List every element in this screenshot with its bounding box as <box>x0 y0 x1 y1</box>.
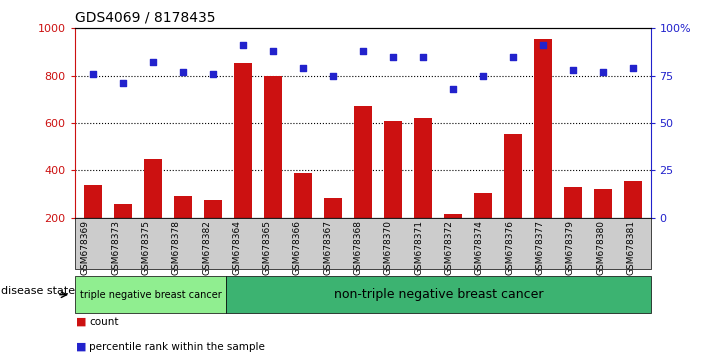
Bar <box>294 173 311 218</box>
Text: count: count <box>89 317 118 327</box>
Text: GSM678379: GSM678379 <box>566 220 574 275</box>
Bar <box>114 204 132 218</box>
Text: GSM678376: GSM678376 <box>505 220 514 275</box>
Text: GSM678366: GSM678366 <box>293 220 302 275</box>
Bar <box>564 187 582 218</box>
Bar <box>264 76 282 218</box>
Bar <box>203 200 222 218</box>
Text: GSM678378: GSM678378 <box>172 220 181 275</box>
Bar <box>624 181 641 218</box>
Point <box>177 69 188 75</box>
Text: GSM678367: GSM678367 <box>324 220 332 275</box>
Point <box>147 59 159 65</box>
Point <box>237 42 248 48</box>
Text: GSM678372: GSM678372 <box>444 220 454 275</box>
Text: GSM678369: GSM678369 <box>81 220 90 275</box>
Point <box>447 86 459 92</box>
Text: GSM678374: GSM678374 <box>475 220 484 275</box>
Text: GSM678380: GSM678380 <box>596 220 605 275</box>
Point <box>117 80 128 86</box>
Bar <box>414 118 432 218</box>
Bar <box>353 107 372 218</box>
Text: GSM678373: GSM678373 <box>111 220 120 275</box>
Point <box>627 65 638 71</box>
Bar <box>444 214 461 218</box>
Bar <box>144 159 161 218</box>
Text: GSM678368: GSM678368 <box>353 220 363 275</box>
Point <box>537 42 548 48</box>
Text: GSM678364: GSM678364 <box>232 220 241 275</box>
Bar <box>84 184 102 218</box>
Text: ■: ■ <box>76 342 87 352</box>
Point <box>327 73 338 79</box>
Text: GSM678382: GSM678382 <box>202 220 211 275</box>
Text: non-triple negative breast cancer: non-triple negative breast cancer <box>333 288 543 301</box>
Bar <box>594 189 611 218</box>
Point <box>507 54 518 59</box>
Bar <box>173 196 192 218</box>
Point <box>477 73 488 79</box>
Bar <box>474 193 491 218</box>
Text: GDS4069 / 8178435: GDS4069 / 8178435 <box>75 11 215 25</box>
Text: GSM678371: GSM678371 <box>415 220 423 275</box>
Text: disease state: disease state <box>1 286 75 296</box>
Point <box>267 48 278 54</box>
Point <box>417 54 428 59</box>
Text: GSM678375: GSM678375 <box>141 220 151 275</box>
Text: GSM678377: GSM678377 <box>535 220 545 275</box>
Bar <box>324 198 341 218</box>
Text: GSM678365: GSM678365 <box>262 220 272 275</box>
Bar <box>384 121 402 218</box>
Point <box>567 67 578 73</box>
Text: GSM678370: GSM678370 <box>384 220 393 275</box>
Text: triple negative breast cancer: triple negative breast cancer <box>80 290 221 300</box>
Point <box>207 71 218 76</box>
Bar <box>503 134 522 218</box>
Point <box>87 71 98 76</box>
Text: percentile rank within the sample: percentile rank within the sample <box>89 342 264 352</box>
Bar <box>234 63 252 218</box>
Point <box>387 54 398 59</box>
Bar <box>533 39 552 218</box>
Text: GSM678381: GSM678381 <box>626 220 636 275</box>
Point <box>297 65 309 71</box>
Text: ■: ■ <box>76 317 87 327</box>
Point <box>597 69 609 75</box>
Point <box>357 48 368 54</box>
